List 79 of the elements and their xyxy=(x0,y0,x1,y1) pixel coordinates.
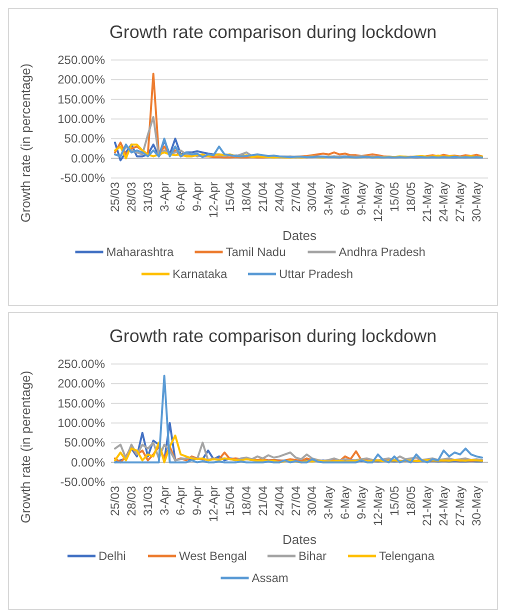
x-tick-label: 15/05 xyxy=(387,486,402,516)
y-tick-label: 250.00% xyxy=(58,357,106,371)
x-tick-label: 27-May xyxy=(453,182,468,222)
line-series xyxy=(114,434,483,464)
x-tick-label: 12-Apr xyxy=(206,486,221,522)
y-tick-label: 0.00% xyxy=(70,455,106,470)
legend-label: Uttar Pradesh xyxy=(279,267,354,281)
x-tick-label: 12-Apr xyxy=(206,182,221,218)
x-tick-label: 9-May xyxy=(354,486,368,520)
y-tick-label: 250.00% xyxy=(58,53,106,67)
y-tick-label: 150.00% xyxy=(58,92,106,106)
y-tick-label: 100.00% xyxy=(58,112,106,126)
y-tick-label: 100.00% xyxy=(58,416,106,430)
x-tick-label: 6-May xyxy=(338,182,352,216)
legend-label: Andhra Pradesh xyxy=(338,245,426,259)
x-axis-title: Dates xyxy=(282,532,317,547)
x-tick-label: 21/04 xyxy=(256,486,270,516)
x-tick-label: 3-Apr xyxy=(157,486,172,516)
x-tick-label: 30/04 xyxy=(305,486,320,516)
x-tick-label: 3-Apr xyxy=(157,182,172,212)
x-tick-label: 9-Apr xyxy=(190,182,204,212)
x-tick-label: 25/03 xyxy=(108,486,122,516)
x-tick-label: 15/04 xyxy=(223,182,238,212)
legend-label: Assam xyxy=(252,571,288,585)
x-tick-label: 25/03 xyxy=(108,182,122,212)
x-tick-label: 28/03 xyxy=(124,486,138,516)
x-tick-label: 15/05 xyxy=(387,182,402,212)
legend-label: Telengana xyxy=(379,549,435,563)
x-tick-label: 27-May xyxy=(453,486,468,526)
x-tick-label: 30-May xyxy=(470,182,484,222)
chart-title: Growth rate comparison during lockdown xyxy=(109,326,437,346)
line-series xyxy=(114,374,483,464)
y-tick-label: -50.00% xyxy=(60,171,106,185)
x-tick-label: 24/04 xyxy=(272,182,286,212)
x-tick-label: 31/03 xyxy=(140,182,155,212)
x-tick-label: 18/04 xyxy=(239,486,254,516)
x-tick-label: 3-May xyxy=(322,486,336,520)
x-tick-label: 9-Apr xyxy=(190,486,204,516)
x-tick-label: 18/04 xyxy=(239,182,254,212)
y-axis-title: Growth rate (in perentage) xyxy=(18,370,33,524)
x-tick-label: 15/04 xyxy=(223,486,238,516)
legend-label: Delhi xyxy=(98,549,126,563)
y-tick-label: -50.00% xyxy=(60,475,106,489)
y-axis-title: Growth rate (in percentage) xyxy=(18,64,33,222)
y-tick-label: 50.00% xyxy=(64,436,106,450)
x-tick-label: 3-May xyxy=(322,182,336,216)
legend-label: Tamil Nadu xyxy=(226,245,286,259)
legend-label: Maharashtra xyxy=(106,245,174,259)
x-tick-label: 6-May xyxy=(338,486,352,520)
x-tick-label: 27/04 xyxy=(288,486,303,516)
x-tick-label: 6-Apr xyxy=(174,182,188,212)
legend-label: West Bengal xyxy=(179,549,247,563)
x-tick-label: 21-May xyxy=(420,182,434,222)
x-tick-label: 28/03 xyxy=(124,182,138,212)
y-tick-label: 200.00% xyxy=(58,376,106,391)
y-tick-label: 0.00% xyxy=(70,151,106,166)
x-tick-label: 9-May xyxy=(354,182,368,216)
x-tick-label: 31/03 xyxy=(140,486,155,516)
legend-label: Karnataka xyxy=(172,267,228,281)
x-tick-label: 21/04 xyxy=(256,182,270,212)
x-tick-label: 12-May xyxy=(370,182,385,222)
legend-label: Bihar xyxy=(298,549,327,563)
chart-title: Growth rate comparison during lockdown xyxy=(109,22,437,42)
x-tick-label: 30-May xyxy=(470,486,484,526)
y-tick-label: 50.00% xyxy=(64,132,106,146)
x-tick-label: 18/05 xyxy=(404,182,418,212)
line-series xyxy=(114,442,483,462)
x-tick-label: 21-May xyxy=(420,486,434,526)
x-tick-label: 18/05 xyxy=(404,486,418,516)
x-tick-label: 24-May xyxy=(436,486,451,526)
x-tick-label: 24-May xyxy=(436,182,451,222)
y-tick-label: 150.00% xyxy=(58,396,106,410)
x-axis-title: Dates xyxy=(282,228,317,243)
x-tick-label: 12-May xyxy=(370,486,385,526)
x-tick-label: 6-Apr xyxy=(174,486,188,516)
y-tick-label: 200.00% xyxy=(58,72,106,87)
x-tick-label: 27/04 xyxy=(288,182,303,212)
x-tick-label: 24/04 xyxy=(272,486,286,516)
x-tick-label: 30/04 xyxy=(305,182,320,212)
